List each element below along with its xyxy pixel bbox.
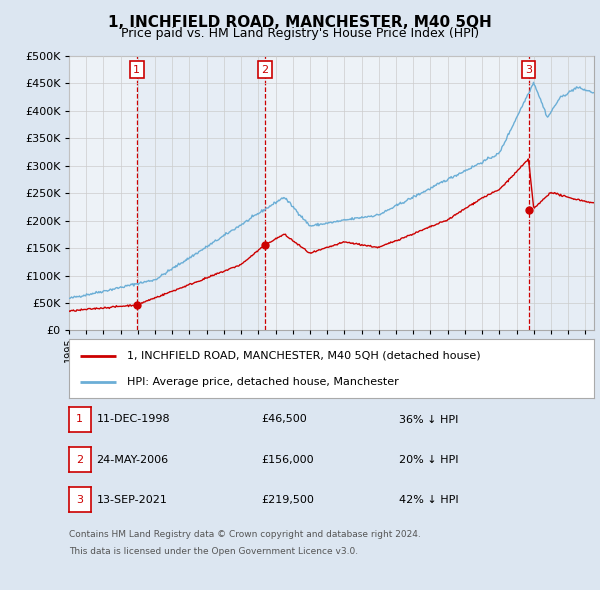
Text: Price paid vs. HM Land Registry's House Price Index (HPI): Price paid vs. HM Land Registry's House … (121, 27, 479, 40)
Text: 1, INCHFIELD ROAD, MANCHESTER, M40 5QH: 1, INCHFIELD ROAD, MANCHESTER, M40 5QH (108, 15, 492, 30)
Text: 36% ↓ HPI: 36% ↓ HPI (399, 415, 458, 424)
Text: 2: 2 (76, 455, 83, 464)
Bar (69, 56, 137, 330)
Text: 2: 2 (262, 65, 269, 75)
Text: £156,000: £156,000 (261, 455, 314, 464)
Text: 3: 3 (525, 65, 532, 75)
Text: 11-DEC-1998: 11-DEC-1998 (97, 415, 170, 424)
Text: This data is licensed under the Open Government Licence v3.0.: This data is licensed under the Open Gov… (69, 547, 358, 556)
Bar (529, 56, 594, 330)
Text: HPI: Average price, detached house, Manchester: HPI: Average price, detached house, Manc… (127, 377, 398, 386)
Text: 20% ↓ HPI: 20% ↓ HPI (399, 455, 458, 464)
Text: 1: 1 (133, 65, 140, 75)
Bar (265, 56, 529, 330)
Text: 42% ↓ HPI: 42% ↓ HPI (399, 495, 458, 504)
Text: 13-SEP-2021: 13-SEP-2021 (97, 495, 167, 504)
Text: £46,500: £46,500 (261, 415, 307, 424)
Text: Contains HM Land Registry data © Crown copyright and database right 2024.: Contains HM Land Registry data © Crown c… (69, 530, 421, 539)
Text: £219,500: £219,500 (261, 495, 314, 504)
Text: 3: 3 (76, 495, 83, 504)
Text: 1: 1 (76, 415, 83, 424)
Text: 24-MAY-2006: 24-MAY-2006 (97, 455, 169, 464)
Text: 1, INCHFIELD ROAD, MANCHESTER, M40 5QH (detached house): 1, INCHFIELD ROAD, MANCHESTER, M40 5QH (… (127, 351, 481, 360)
Bar (137, 56, 265, 330)
